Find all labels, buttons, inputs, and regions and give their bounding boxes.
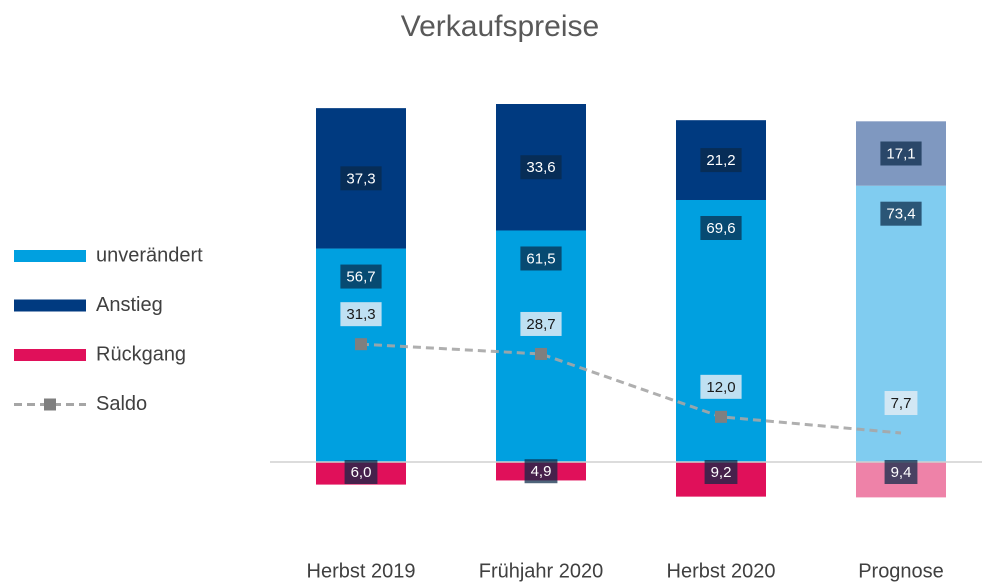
value-label-box — [344, 460, 378, 484]
marker — [355, 338, 367, 351]
value-label: 4,9 — [531, 463, 552, 480]
value-label-box — [880, 141, 922, 166]
value-label-box — [884, 460, 918, 484]
value-label: 73,4 — [886, 206, 915, 223]
value-label: 21,2 — [706, 152, 735, 169]
x-tick-label: Prognose — [858, 560, 944, 582]
legend-label: Rückgang — [96, 343, 186, 365]
value-label-box — [340, 264, 382, 289]
value-label: 9,2 — [711, 464, 732, 481]
value-label-box — [704, 460, 738, 484]
x-tick-label: Herbst 2020 — [667, 560, 776, 582]
chart-title: Verkaufspreise — [401, 10, 599, 43]
marker — [715, 410, 727, 423]
value-label-box — [340, 166, 382, 191]
value-label: 17,1 — [886, 145, 915, 162]
value-label: 37,3 — [346, 170, 375, 187]
value-label-box — [520, 246, 562, 271]
legend-label: unverändert — [96, 244, 203, 266]
value-label: 69,6 — [706, 220, 735, 237]
value-label-box — [524, 459, 558, 484]
value-label: 33,6 — [526, 159, 555, 176]
value-label-box — [340, 302, 382, 327]
value-label-box — [884, 391, 918, 416]
line — [360, 342, 902, 435]
value-label-box — [520, 155, 562, 180]
value-label: 6,0 — [351, 464, 372, 481]
legend-label: Anstieg — [96, 294, 163, 316]
value-label: 9,4 — [891, 464, 912, 481]
value-label: 61,5 — [526, 250, 555, 267]
value-label: 28,7 — [526, 316, 555, 333]
x-tick-label: Herbst 2019 — [307, 560, 416, 582]
legend-marker — [44, 398, 56, 411]
x-tick-label: Frühjahr 2020 — [479, 560, 604, 582]
value-label-box — [700, 215, 742, 240]
value-label: 12,0 — [706, 379, 735, 396]
legend-swatch — [14, 299, 86, 312]
value-label-box — [520, 311, 562, 336]
value-label-box — [700, 374, 742, 399]
marker — [535, 347, 547, 360]
bar — [856, 185, 946, 462]
value-label: 7,7 — [891, 395, 912, 412]
legend-swatch — [14, 349, 86, 361]
value-label-box — [700, 148, 742, 173]
legend-label: Saldo — [96, 393, 147, 415]
legend-swatch — [14, 250, 86, 262]
value-label-box — [880, 201, 922, 226]
value-label: 56,7 — [346, 269, 375, 286]
value-label: 31,3 — [346, 306, 375, 323]
